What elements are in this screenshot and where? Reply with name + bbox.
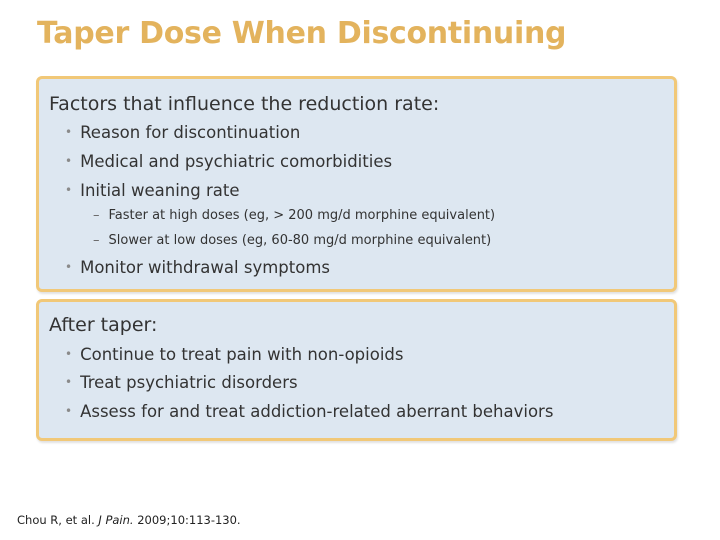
- citation-authors: Chou R, et al.: [17, 513, 95, 527]
- citation: Chou R, et al. J Pain. 2009;10:113-130.: [17, 513, 241, 527]
- sub-bullet-text: Faster at high doses (eg, > 200 mg/d mor…: [108, 208, 496, 223]
- slide-title: Taper Dose When Discontinuing: [37, 16, 567, 51]
- after-taper-heading: After taper:: [49, 314, 158, 336]
- bullet-text: Initial weaning rate: [80, 181, 240, 200]
- citation-journal: J Pain.: [98, 513, 134, 527]
- list-item: • Treat psychiatric disorders: [65, 373, 298, 392]
- dash-icon: –: [93, 233, 100, 248]
- bullet-dot-icon: •: [65, 404, 73, 418]
- bullet-text: Treat psychiatric disorders: [80, 373, 298, 392]
- bullet-dot-icon: •: [65, 183, 73, 197]
- bullet-dot-icon: •: [65, 347, 73, 361]
- bullet-text: Medical and psychiatric comorbidities: [80, 152, 393, 171]
- reduction-factors-heading: Factors that influence the reduction rat…: [49, 93, 440, 115]
- bullet-text: Reason for discontinuation: [80, 123, 301, 142]
- list-item: • Continue to treat pain with non-opioids: [65, 345, 404, 364]
- list-item: • Medical and psychiatric comorbidities: [65, 152, 392, 171]
- bullet-dot-icon: •: [65, 375, 73, 389]
- dash-icon: –: [93, 208, 100, 223]
- list-item: • Monitor withdrawal symptoms: [65, 258, 330, 277]
- after-taper-box: After taper: • Continue to treat pain wit…: [36, 299, 677, 441]
- bullet-text: Continue to treat pain with non-opioids: [80, 345, 404, 364]
- bullet-dot-icon: •: [65, 260, 73, 274]
- bullet-text: Monitor withdrawal symptoms: [80, 258, 330, 277]
- bullet-dot-icon: •: [65, 125, 73, 139]
- sub-bullet-text: Slower at low doses (eg, 60-80 mg/d morp…: [108, 233, 492, 248]
- bullet-text: Assess for and treat addiction-related a…: [80, 402, 554, 421]
- list-item: • Reason for discontinuation: [65, 123, 300, 142]
- sub-list-item: – Faster at high doses (eg, > 200 mg/d mo…: [93, 208, 495, 223]
- list-item: • Assess for and treat addiction-related …: [65, 402, 553, 421]
- citation-details: 2009;10:113-130.: [137, 513, 241, 527]
- bullet-dot-icon: •: [65, 154, 73, 168]
- list-item: • Initial weaning rate: [65, 181, 239, 200]
- sub-list-item: – Slower at low doses (eg, 60-80 mg/d mor…: [93, 233, 491, 248]
- reduction-factors-box: Factors that influence the reduction rat…: [36, 76, 677, 292]
